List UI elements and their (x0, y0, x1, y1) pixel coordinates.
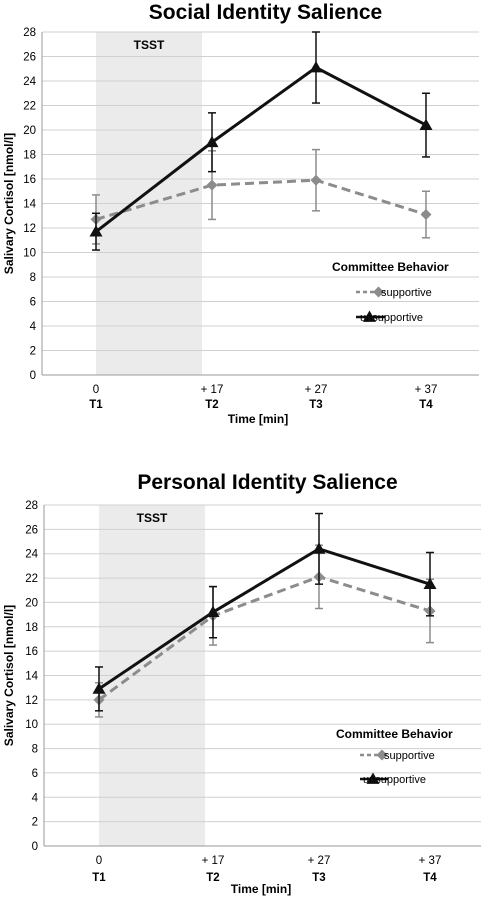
legend: Committee Behavior supportive unsupportive (332, 260, 449, 324)
y-tick-label: 10 (23, 248, 36, 260)
data-point (92, 682, 106, 694)
series-unsupportive (92, 512, 437, 712)
y-tick-label: 22 (23, 101, 36, 113)
series-supportive (90, 148, 432, 245)
chart-title: Social Identity Salience (149, 1, 382, 24)
y-tick-label: 14 (23, 199, 36, 211)
timepoint-label: T3 (312, 872, 325, 884)
series-line (95, 178, 427, 221)
y-tick-label: 0 (30, 370, 36, 382)
legend: Committee Behavior supportive unsupportive (336, 727, 453, 786)
timepoint-label: T1 (92, 872, 106, 884)
timepoint-label: T3 (309, 399, 322, 411)
y-tick-label: 8 (30, 272, 36, 284)
x-axis-label: Time [min] (228, 412, 288, 426)
series-unsupportive (89, 31, 433, 251)
data-point (206, 179, 218, 191)
y-tick-label: 12 (25, 695, 38, 707)
tsst-label: TSST (137, 511, 168, 525)
y-tick-label: 6 (30, 297, 36, 309)
y-tick-label: 2 (32, 817, 38, 829)
legend-swatch-marker (373, 286, 384, 298)
y-tick-label: 8 (32, 744, 38, 756)
y-tick-label: 26 (23, 52, 36, 64)
y-tick-label: 14 (25, 671, 38, 683)
chart-title: Personal Identity Salience (137, 471, 397, 494)
x-tick-label: + 37 (419, 855, 442, 867)
y-tick-label: 28 (25, 500, 38, 512)
timepoint-label: T4 (419, 399, 433, 411)
legend-title: Committee Behavior (332, 260, 449, 274)
legend-title: Committee Behavior (336, 727, 453, 741)
timepoint-label: T2 (205, 399, 218, 411)
y-tick-label: 16 (25, 646, 38, 658)
chart-panel-2: Personal Identity SalienceTSST0246810121… (2, 471, 481, 896)
x-tick-label: + 37 (415, 384, 438, 396)
y-tick-label: 18 (23, 150, 36, 162)
y-axis-label: Salivary Cortisol [nmol/l] (2, 605, 16, 746)
y-tick-label: 12 (23, 223, 36, 235)
timepoint-label: T2 (206, 872, 219, 884)
timepoint-label: T4 (423, 872, 437, 884)
x-axis-label: Time [min] (231, 882, 291, 896)
x-tick-label: 0 (96, 855, 102, 867)
legend-label: supportive (384, 750, 435, 762)
data-point (89, 225, 103, 237)
data-point (205, 135, 219, 148)
tsst-label: TSST (134, 38, 165, 52)
y-tick-label: 6 (32, 768, 38, 780)
x-tick-label: + 17 (201, 384, 224, 396)
legend-swatch-marker (366, 772, 380, 784)
y-tick-label: 24 (23, 76, 36, 88)
y-tick-label: 18 (25, 622, 38, 634)
y-tick-label: 16 (23, 174, 36, 186)
x-tick-label: + 27 (305, 384, 328, 396)
timepoint-label: T1 (89, 399, 103, 411)
data-point (309, 61, 323, 73)
x-tick-label: 0 (93, 384, 99, 396)
y-tick-label: 20 (23, 125, 36, 137)
x-tick-label: + 27 (308, 855, 331, 867)
data-point (420, 209, 432, 221)
y-tick-label: 10 (25, 719, 38, 731)
y-tick-label: 2 (30, 346, 36, 358)
data-point (419, 118, 433, 130)
series-line (95, 65, 427, 233)
data-point (310, 174, 322, 186)
legend-label: supportive (381, 287, 432, 299)
data-point (206, 605, 220, 618)
y-tick-label: 4 (30, 321, 37, 333)
data-point (423, 577, 437, 590)
legend-label: unsupportive (360, 312, 423, 324)
series-line (98, 575, 431, 702)
legend-label: unsupportive (363, 774, 426, 786)
y-tick-label: 20 (25, 597, 38, 609)
y-tick-label: 22 (25, 573, 38, 585)
y-tick-label: 24 (25, 549, 38, 561)
y-tick-label: 0 (32, 841, 38, 853)
x-tick-label: + 17 (202, 855, 225, 867)
legend-swatch-marker (363, 310, 376, 322)
y-tick-label: 28 (23, 27, 36, 39)
series-line (98, 547, 431, 691)
data-point (312, 542, 326, 554)
y-axis-label: Salivary Cortisol [nmol/l] (2, 133, 16, 274)
y-tick-label: 26 (25, 524, 38, 536)
y-tick-label: 4 (32, 792, 39, 804)
legend-swatch-marker (376, 749, 388, 761)
chart-panel-1: Social Identity SalienceTSST024681012141… (2, 1, 479, 426)
